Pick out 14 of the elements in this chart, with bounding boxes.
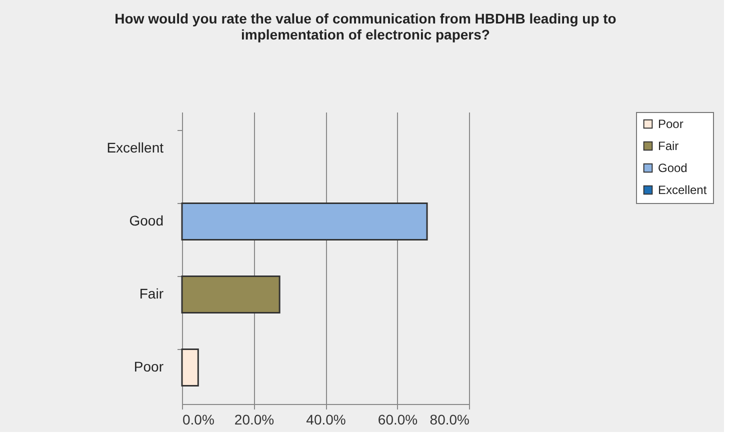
legend-label: Good: [658, 161, 688, 175]
legend-label: Fair: [658, 139, 679, 153]
y-tick-label: Good: [129, 212, 164, 228]
x-tick-label: 0.0%: [182, 412, 214, 428]
x-tick-label: 40.0%: [306, 412, 346, 428]
chart-title: How would you rate the value of communication from HBDHB leading up to implementation of electronic papers?: [114, 10, 616, 42]
x-tick-label: 80.0%: [430, 412, 470, 428]
x-tick-label: 60.0%: [378, 412, 418, 428]
y-tick-label: Fair: [139, 286, 164, 302]
y-tick-label: Poor: [134, 358, 164, 374]
legend-label: Excellent: [658, 183, 708, 197]
legend-label: Poor: [658, 117, 684, 131]
x-tick-label: 20.0%: [234, 412, 274, 428]
y-tick-label: Excellent: [106, 140, 164, 156]
